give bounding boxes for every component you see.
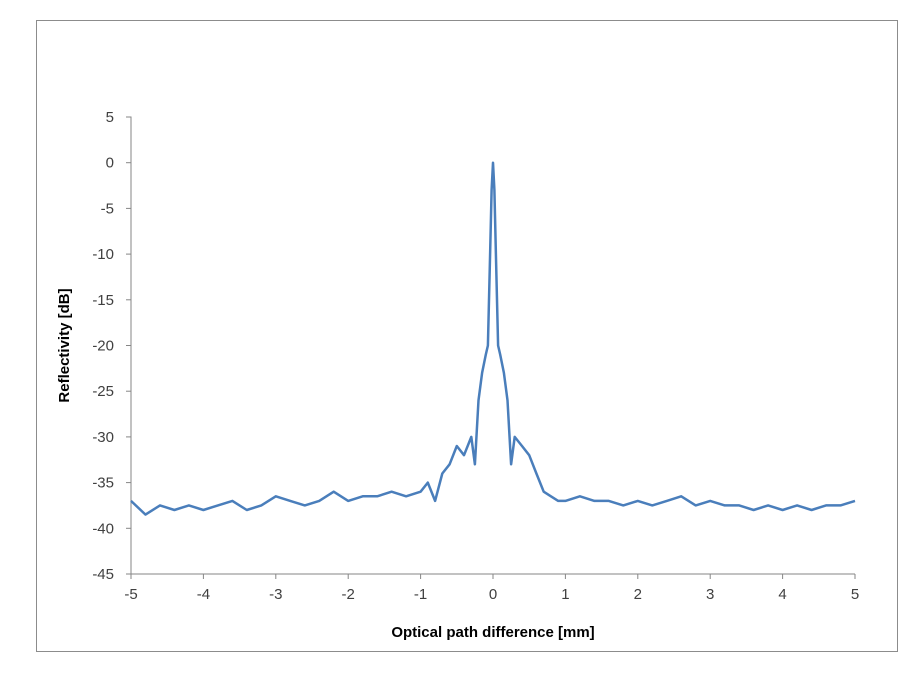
x-tick-label: 1 (561, 586, 569, 603)
x-tick-label: 3 (706, 586, 714, 603)
y-tick-label: -5 (101, 200, 114, 217)
y-axis-title: Reflectivity [dB] (56, 288, 73, 402)
line-chart: 50-5-10-15-20-25-30-35-40-45 -5 -4 -3 -2 -1 0… (56, 109, 859, 641)
x-tick-label: 4 (778, 586, 786, 603)
x-tick-label: -2 (342, 586, 355, 603)
x-tick-label: -5 (124, 586, 137, 603)
x-tick-label: 5 (851, 586, 859, 603)
y-tick-label: 0 (106, 155, 114, 172)
y-tick-label: -30 (92, 429, 114, 446)
chart-area: 5 0 -5 -10 -15 -20 -25 -30 -35 -40 -45 -5 -4 -3 -2 -1 0… (36, 20, 898, 652)
x-tick-label: -3 (269, 586, 282, 603)
x-tick-label: 0 (489, 586, 497, 603)
y-tick-label: -15 (92, 292, 114, 309)
x-tick-label: -1 (414, 586, 427, 603)
y-tick-label: -20 (92, 338, 114, 355)
x-tick-label: 2 (634, 586, 642, 603)
y-tick-label: 5 (106, 109, 114, 126)
y-tick-label: -35 (92, 475, 114, 492)
y-tick-label: -40 (92, 520, 114, 537)
y-tick-label: -45 (92, 566, 114, 583)
series-line (130, 161, 856, 516)
y-tick-label: -25 (92, 383, 114, 400)
x-axis-title: Optical path difference [mm] (391, 624, 594, 641)
x-tick-label: -4 (197, 586, 210, 603)
x-tick-labels: -5 -4 -3 -2 -1 0 1 2 3 4 5 (124, 586, 859, 603)
axes (126, 116, 856, 579)
series-group (130, 161, 856, 516)
y-tick-label: -10 (92, 246, 114, 263)
y-tick-labels: 5 0 -5 -10 -15 -20 -25 -30 -35 -40 -45 (92, 109, 114, 583)
